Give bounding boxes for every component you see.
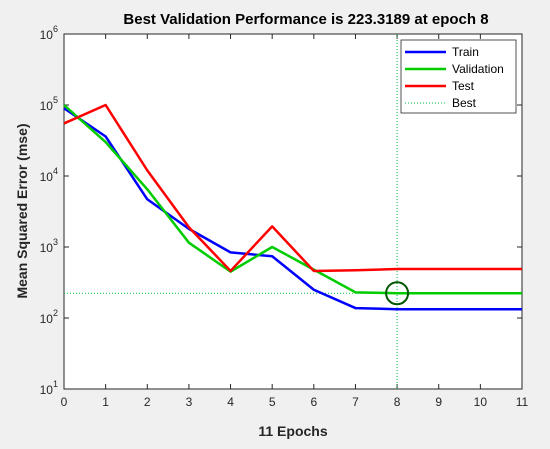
series-lines xyxy=(63,103,522,311)
train-series-line[interactable] xyxy=(63,107,522,311)
x-tick-label: 3 xyxy=(186,395,193,409)
x-axis-label: 11 Epochs xyxy=(258,423,327,439)
y-tick-exponent: 5 xyxy=(53,95,58,105)
y-tick-exponent: 6 xyxy=(53,24,58,34)
y-tick-label: 106 xyxy=(40,24,58,42)
best-marker-layer xyxy=(385,281,410,306)
y-tick-exponent: 4 xyxy=(53,166,58,176)
legend: Train Validation Test Best xyxy=(400,39,517,114)
y-tick-label: 104 xyxy=(40,166,58,184)
y-tick-base: 10 xyxy=(40,312,54,326)
x-tick-label: 4 xyxy=(227,395,234,409)
x-tick-label: 6 xyxy=(310,395,317,409)
x-tick-label: 5 xyxy=(269,395,276,409)
y-tick-exponent: 2 xyxy=(53,308,58,318)
x-tick-label: 2 xyxy=(144,395,151,409)
y-tick-label: 103 xyxy=(40,237,58,255)
y-tick-label: 102 xyxy=(40,308,58,326)
x-tick-label: 10 xyxy=(474,395,488,409)
test-series-line[interactable] xyxy=(63,103,522,273)
y-tick-label: 101 xyxy=(40,379,58,397)
y-tick-exponent: 1 xyxy=(53,379,58,389)
y-tick-label: 105 xyxy=(40,95,58,113)
legend-label-best: Best xyxy=(452,96,477,110)
y-tick-base: 10 xyxy=(40,170,54,184)
y-tick-base: 10 xyxy=(40,383,54,397)
legend-label-validation: Validation xyxy=(452,62,504,76)
y-tick-base: 10 xyxy=(40,99,54,113)
y-tick-exponent: 3 xyxy=(53,237,58,247)
best-point-marker xyxy=(385,281,410,306)
x-tick-label: 8 xyxy=(394,395,401,409)
legend-items: Train Validation Test Best xyxy=(405,45,504,110)
y-tick-base: 10 xyxy=(40,28,54,42)
x-tick-label: 1 xyxy=(102,395,109,409)
y-axis-label: Mean Squared Error (mse) xyxy=(14,123,30,298)
x-tick-label: 11 xyxy=(516,395,529,409)
y-tick-base: 10 xyxy=(40,241,54,255)
x-tick-label: 9 xyxy=(435,395,442,409)
chart-title: Best Validation Performance is 223.3189 … xyxy=(123,11,488,28)
legend-label-train: Train xyxy=(452,45,479,59)
x-tick-label: 7 xyxy=(352,395,359,409)
x-tick-label: 0 xyxy=(61,395,68,409)
legend-label-test: Test xyxy=(452,79,475,93)
legend-box xyxy=(400,39,517,114)
validation-series-line[interactable] xyxy=(63,104,522,295)
